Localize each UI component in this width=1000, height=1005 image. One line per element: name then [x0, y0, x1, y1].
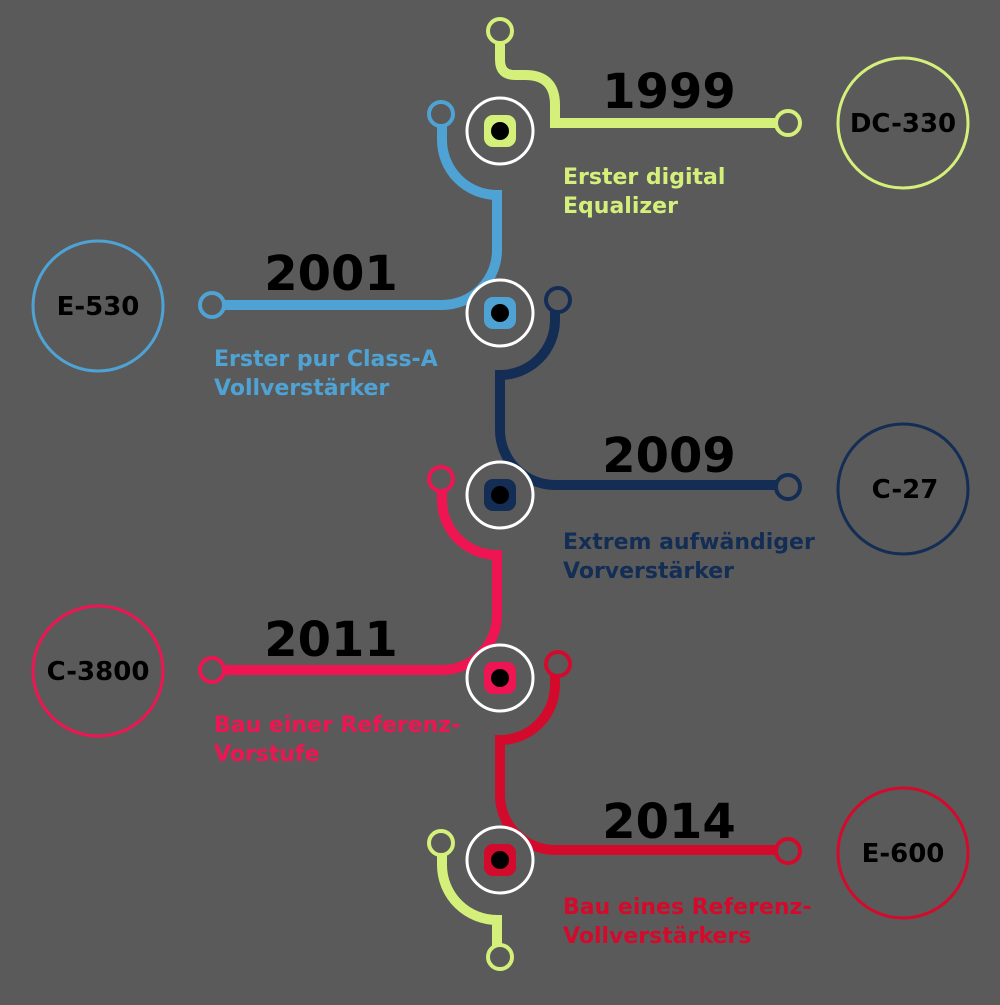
node-2009	[465, 460, 535, 530]
model-circle-1999	[836, 56, 970, 190]
connector-top	[495, 40, 782, 128]
terminal-pink-upper	[427, 465, 455, 493]
model-label-2009: C-27	[872, 475, 939, 505]
desc-2014-line1: Bau eines Referenz-	[563, 895, 811, 920]
connector-3-4	[219, 485, 502, 675]
terminal-blue-upper	[427, 100, 455, 128]
desc-1999-line1: Erster digital	[563, 165, 725, 190]
node-1999	[465, 96, 535, 166]
connector-2-3	[495, 305, 782, 490]
desc-2011-line1: Bau einer Referenz-	[214, 713, 460, 738]
terminal-top	[486, 17, 514, 45]
terminal-navy-upper	[544, 286, 572, 314]
connector-bottom	[437, 850, 502, 950]
terminal-lime-lower	[427, 829, 455, 857]
node-2011	[465, 643, 535, 713]
terminal-1999	[774, 109, 802, 137]
desc-2001-line1: Erster pur Class-A	[214, 347, 438, 372]
model-circle-2014	[836, 786, 970, 920]
model-label-2001: E-530	[57, 292, 140, 322]
year-1999: 1999	[602, 64, 736, 120]
model-label-2011: C-3800	[47, 657, 150, 687]
year-2011: 2011	[264, 612, 398, 668]
connector-1-2	[219, 121, 502, 310]
model-label-2014: E-600	[862, 839, 945, 869]
terminal-2001	[198, 291, 226, 319]
terminal-2009	[774, 473, 802, 501]
desc-2014-line2: Vollverstärkers	[563, 924, 751, 949]
desc-2001-line2: Vollverstärker	[214, 376, 389, 401]
terminal-bottom	[486, 943, 514, 971]
model-circle-2009	[836, 422, 970, 556]
model-circle-2001	[31, 239, 165, 373]
node-2001	[465, 278, 535, 348]
node-2014	[465, 825, 535, 895]
terminal-red-upper	[544, 650, 572, 678]
year-2001: 2001	[264, 246, 398, 302]
year-2009: 2009	[602, 428, 736, 484]
model-circle-2011	[31, 604, 165, 738]
desc-2011-line2: Vorstufe	[214, 742, 320, 767]
terminal-2014	[774, 837, 802, 865]
desc-2009-line2: Vorverstärker	[563, 559, 734, 584]
desc-1999-line2: Equalizer	[563, 194, 678, 219]
model-label-1999: DC-330	[850, 109, 956, 139]
desc-2009-line1: Extrem aufwändiger	[563, 530, 815, 555]
year-2014: 2014	[602, 794, 736, 850]
terminal-2011	[198, 656, 226, 684]
connector-4-5	[495, 670, 782, 855]
